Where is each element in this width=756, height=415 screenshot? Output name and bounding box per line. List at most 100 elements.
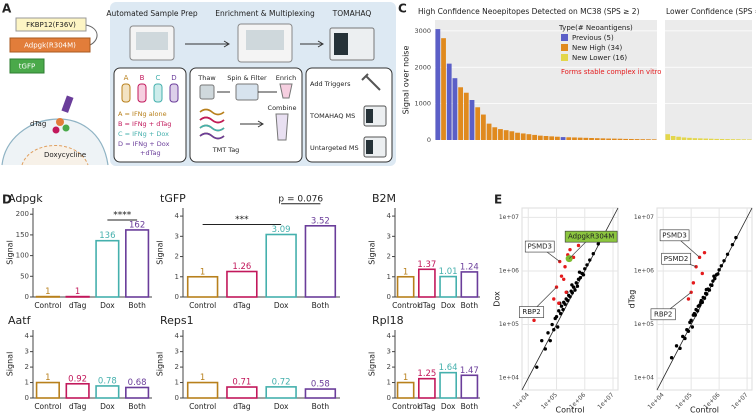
bar	[634, 139, 640, 140]
bar	[304, 225, 337, 298]
bar	[469, 100, 475, 140]
value-label: 0.68	[128, 378, 147, 388]
panel-label: A	[2, 2, 12, 16]
bar	[714, 138, 719, 140]
bar	[611, 138, 617, 140]
bar	[460, 374, 479, 399]
bar	[265, 233, 297, 298]
y-tick-label: 4	[387, 212, 392, 220]
icon	[279, 83, 293, 99]
point	[581, 273, 586, 277]
construct-label: Adpgk(R304M)	[24, 42, 76, 50]
value-label: 1	[200, 267, 205, 277]
point	[681, 334, 685, 339]
y-tick-label: 1000	[414, 100, 431, 108]
y-tick-label: 1	[387, 379, 391, 387]
point	[578, 275, 583, 280]
annotation-label: RBP2	[522, 308, 540, 316]
bar	[435, 29, 441, 140]
y-axis-label: Signal	[6, 240, 15, 265]
chart-title: B2M	[372, 192, 396, 205]
y-axis-label: Dox	[493, 291, 502, 307]
point	[543, 347, 547, 351]
x-tick-label: Control	[34, 402, 61, 411]
annotation: Forms stable complex in vitro	[561, 68, 661, 76]
bar	[698, 138, 703, 140]
bar	[503, 130, 509, 140]
bar	[583, 137, 589, 140]
value-label: 3.09	[272, 225, 291, 235]
legend-swatch	[561, 34, 568, 41]
point	[674, 344, 679, 348]
point	[717, 268, 721, 272]
point	[583, 267, 587, 271]
construct-label: FKBP12(F36V)	[26, 21, 76, 29]
x-tick-label: Dox	[274, 301, 289, 310]
cell	[1, 118, 109, 166]
bar	[458, 87, 464, 140]
icon	[361, 73, 381, 91]
point	[702, 296, 707, 300]
y-tick-label: 1	[25, 379, 29, 387]
x-tick-label: Both	[128, 301, 146, 310]
point	[568, 295, 572, 299]
y-tick-label: 3	[25, 348, 29, 356]
y-tick-label: 4	[175, 332, 180, 340]
x-tick-label: Both	[312, 402, 330, 411]
point	[692, 311, 697, 316]
point	[570, 291, 574, 295]
bar	[446, 63, 452, 140]
value-label: 1.37	[417, 260, 436, 270]
point	[559, 304, 564, 308]
value-label: 0.72	[272, 377, 291, 387]
instrument	[366, 109, 373, 123]
construct-box	[15, 17, 87, 32]
y-tick-label: 2000	[414, 63, 431, 71]
y-tick-label: 1e+04	[499, 375, 519, 382]
bar	[560, 137, 566, 140]
value-label: 0.58	[311, 380, 330, 390]
annotation-box	[524, 240, 555, 253]
workflow-label: Thaw	[197, 74, 216, 82]
point	[588, 258, 592, 262]
point	[686, 329, 691, 333]
x-axis-label: Control	[556, 406, 585, 415]
bar	[520, 133, 526, 140]
arrow	[185, 40, 230, 48]
bar	[396, 381, 415, 399]
y-tick-label: 4	[175, 212, 180, 220]
bar	[532, 134, 538, 140]
instrument	[246, 30, 284, 50]
y-tick-label: 3	[175, 348, 179, 356]
bar	[572, 137, 577, 140]
legend-text: +dTag	[140, 149, 161, 157]
bar	[396, 275, 415, 298]
bar	[125, 386, 150, 399]
x-tick-label: dTag	[418, 301, 436, 310]
bar	[304, 388, 337, 399]
bar	[492, 127, 498, 140]
y-tick-label: 1e+04	[634, 375, 654, 382]
y-tick-label: 0	[25, 394, 29, 402]
point	[712, 274, 716, 278]
point	[540, 338, 544, 343]
construct-box	[9, 37, 91, 53]
y-axis-label: Signal	[368, 240, 377, 265]
point	[566, 298, 570, 303]
point	[546, 331, 550, 335]
bar	[646, 139, 651, 140]
point	[697, 303, 702, 307]
annotation-box	[661, 252, 691, 265]
bar	[439, 275, 457, 298]
chart-title: tGFP	[160, 192, 186, 205]
label: dTag	[30, 120, 46, 128]
legend-text: B = IFNg + dTag	[118, 120, 171, 128]
x-tick-label: Dox	[100, 402, 115, 411]
bar	[515, 132, 520, 140]
point	[559, 274, 564, 278]
value-label: 162	[129, 220, 145, 230]
y-tick-label: 0	[387, 293, 391, 301]
y-tick-label: 1e+05	[499, 321, 519, 328]
y-tick-label: 4	[387, 332, 392, 340]
